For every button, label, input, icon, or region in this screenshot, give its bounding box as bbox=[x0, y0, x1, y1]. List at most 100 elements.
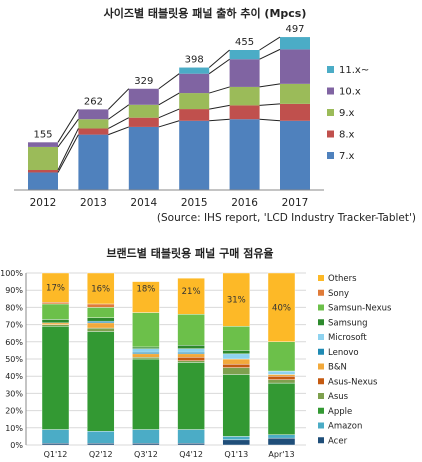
share-segment-Acer-5 bbox=[267, 437, 296, 446]
share-segment-Amazon-4 bbox=[222, 436, 251, 441]
x-tick-label: Q1'13 bbox=[224, 450, 248, 459]
series-connector-line bbox=[57, 128, 79, 171]
share-segment-AsusNexus-3 bbox=[177, 357, 205, 361]
legend-label: 10.x bbox=[339, 87, 361, 98]
share-segment-Lenovo-3 bbox=[177, 351, 205, 355]
share-segment-Amazon-2 bbox=[132, 429, 160, 444]
share-segment-Others-3 bbox=[177, 277, 205, 315]
bar-segment-9x-2012 bbox=[28, 146, 58, 170]
share-segment-Lenovo-1 bbox=[86, 320, 115, 324]
legend-label: B&N bbox=[328, 363, 347, 373]
others-share-label: 31% bbox=[227, 296, 246, 306]
bar-segment-9x-2015 bbox=[179, 93, 210, 110]
share-segment-Samsung-2 bbox=[132, 346, 160, 349]
series-connector-line bbox=[108, 117, 130, 129]
y-tick-label: 10% bbox=[5, 424, 23, 433]
y-tick-label: 40% bbox=[5, 372, 23, 381]
y-tick-label: 30% bbox=[5, 389, 23, 398]
legend-label: Lenovo bbox=[328, 348, 359, 358]
legend-label: 8.x bbox=[339, 130, 355, 141]
legend-swatch bbox=[327, 109, 334, 116]
share-segment-Samsung-1 bbox=[86, 317, 115, 322]
share-segment-Microsoft-3 bbox=[177, 348, 205, 353]
legend-swatch bbox=[318, 407, 324, 414]
y-tick-label: 60% bbox=[5, 338, 23, 347]
bar-segment-8x-2016 bbox=[229, 105, 260, 120]
share-segment-Asus-2 bbox=[132, 357, 160, 360]
y-tick-label: 0% bbox=[10, 441, 23, 450]
share-segment-Others-4 bbox=[222, 272, 251, 327]
x-tick-label: 2013 bbox=[80, 197, 107, 209]
bar-segment-9x-2014 bbox=[128, 104, 159, 118]
share-segment-BN-0 bbox=[41, 322, 70, 325]
series-connector-line bbox=[209, 104, 230, 110]
share-segment-Amazon-0 bbox=[41, 429, 70, 444]
bar-segment-10x-2013 bbox=[78, 109, 109, 120]
total-label: 497 bbox=[285, 24, 304, 35]
brand-share-chart: 브랜드별 태블릿용 패널 구매 점유율 0% 10% 20% 30% 40% 50% 60%… bbox=[0, 246, 392, 459]
bar-segment-8x-2015 bbox=[179, 109, 210, 121]
series-connector-line bbox=[259, 48, 281, 60]
bar-segment-9x-2013 bbox=[78, 119, 109, 129]
series-connector-line bbox=[208, 49, 230, 68]
legend-swatch bbox=[318, 363, 324, 370]
series-connector-line bbox=[259, 103, 281, 106]
total-label: 329 bbox=[134, 76, 153, 87]
bar-segment-7x-2012 bbox=[28, 172, 58, 190]
share-segment-Apple-2 bbox=[132, 358, 160, 430]
total-label: 398 bbox=[185, 55, 204, 66]
legend-label: 9.x bbox=[339, 108, 355, 119]
share-segment-Samsung-0 bbox=[41, 319, 70, 324]
bar-segment-7x-2017 bbox=[280, 120, 310, 190]
legend-swatch bbox=[327, 152, 334, 159]
series-connector-line bbox=[259, 83, 281, 88]
legend-label: Samsung bbox=[328, 318, 367, 328]
others-share-label: 40% bbox=[272, 303, 291, 313]
series-connector-line bbox=[209, 118, 230, 122]
y-tick-label: 90% bbox=[5, 286, 23, 295]
share-segment-Acer-3 bbox=[177, 443, 205, 446]
bar-segment-10x-2012 bbox=[28, 142, 58, 147]
legend-swatch bbox=[318, 319, 324, 326]
series-connector-line bbox=[57, 134, 79, 173]
x-tick-label: Q1'12 bbox=[44, 450, 68, 459]
series-connector-line bbox=[108, 126, 129, 136]
legend-label: Samsun-Nexus bbox=[328, 304, 392, 314]
legend-label: Asus bbox=[328, 392, 349, 402]
bar-segment-11x-2017 bbox=[280, 37, 310, 50]
legend-swatch bbox=[318, 437, 324, 444]
bar-segment-7x-2015 bbox=[179, 120, 210, 190]
bar-segment-10x-2016 bbox=[229, 59, 260, 87]
share-segment-Acer-0 bbox=[41, 443, 70, 446]
series-connector-line bbox=[57, 109, 79, 143]
share-segment-Samsung-4 bbox=[222, 350, 251, 355]
share-segment-Sony-1 bbox=[86, 303, 115, 308]
share-segment-SamsunNexus-1 bbox=[86, 307, 115, 318]
x-tick-label: 2012 bbox=[30, 197, 57, 209]
share-segment-BN-4 bbox=[222, 358, 251, 365]
legend-swatch bbox=[318, 393, 324, 399]
share-segment-Lenovo-2 bbox=[132, 351, 160, 355]
share-segment-Apple-4 bbox=[222, 374, 251, 437]
legend-swatch bbox=[318, 275, 324, 281]
series-connector-line bbox=[158, 120, 180, 128]
share-segment-Asus-5 bbox=[267, 379, 296, 384]
series-connector-line bbox=[158, 73, 180, 90]
series-connector-line bbox=[209, 86, 230, 94]
legend-label: 7.x bbox=[339, 151, 355, 162]
series-connector-line bbox=[108, 104, 130, 120]
share-segment-Acer-2 bbox=[132, 443, 160, 446]
bar-segment-7x-2016 bbox=[229, 119, 260, 190]
share-segment-Amazon-5 bbox=[267, 434, 296, 439]
share-segment-Others-1 bbox=[86, 272, 115, 305]
x-tick-label: Apr'13 bbox=[268, 450, 294, 459]
legend-swatch bbox=[318, 334, 324, 340]
y-tick-label: 20% bbox=[5, 407, 23, 416]
bar-segment-8x-2017 bbox=[280, 103, 310, 121]
x-tick-label: 2014 bbox=[130, 197, 157, 209]
legend-swatch bbox=[318, 348, 324, 355]
legend-label: Acer bbox=[328, 436, 348, 446]
chart1-source: (Source: IHS report, 'LCD Industry Track… bbox=[157, 212, 416, 224]
bar-segment-9x-2017 bbox=[280, 83, 310, 104]
